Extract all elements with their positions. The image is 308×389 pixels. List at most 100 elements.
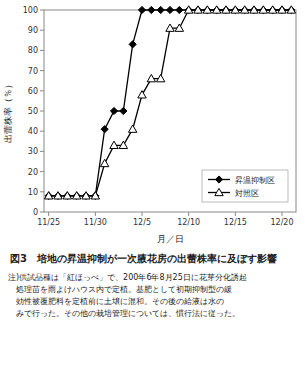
data-point	[156, 74, 164, 81]
x-tick-label: 12/5	[133, 218, 151, 227]
data-point	[250, 6, 257, 13]
data-point	[269, 6, 276, 13]
x-tick-label: 12/20	[270, 218, 293, 227]
data-point	[213, 6, 220, 13]
data-point	[63, 192, 71, 199]
x-tick	[142, 212, 143, 216]
legend-label: 昇温抑制区	[235, 176, 275, 185]
y-tick-label: 10	[28, 188, 38, 197]
data-point	[212, 6, 220, 13]
data-point	[64, 192, 71, 199]
data-point	[110, 141, 118, 148]
data-point	[240, 6, 248, 13]
data-point	[232, 6, 239, 13]
data-point	[268, 6, 276, 13]
data-point	[176, 6, 183, 13]
data-point	[73, 192, 80, 199]
legend-marker	[215, 188, 223, 195]
x-tick	[188, 212, 189, 216]
data-point	[129, 41, 136, 48]
x-tick	[95, 212, 96, 216]
data-point	[184, 6, 192, 13]
data-point	[101, 126, 108, 133]
y-tick	[40, 70, 44, 71]
data-point	[204, 6, 211, 13]
y-tick	[40, 171, 44, 172]
data-point	[91, 192, 99, 199]
data-point	[54, 192, 61, 199]
y-tick	[40, 111, 44, 112]
x-tick	[235, 212, 236, 216]
y-tick	[40, 212, 44, 213]
note: みで行った。その他の栽培管理については、慣行法に従った。	[8, 308, 308, 320]
y-tick-label: 50	[28, 107, 38, 116]
y-tick-label: 0	[33, 208, 38, 217]
x-tick-label: 12/10	[177, 218, 200, 227]
data-point	[128, 125, 136, 132]
series-line	[49, 10, 292, 196]
data-point	[119, 141, 127, 148]
note: 注)供試品種は「紅ほっぺ」で、200年6年8月25日に花芽分化誘起	[8, 272, 308, 284]
page: 010203040506070809010011/2511/3012/512/1…	[0, 0, 308, 320]
y-tick-label: 100	[23, 6, 38, 15]
data-point	[185, 6, 192, 13]
data-point	[138, 6, 145, 13]
data-point	[110, 107, 117, 114]
legend-box	[202, 170, 288, 202]
data-point	[259, 6, 267, 13]
data-point	[100, 159, 108, 166]
data-point	[72, 192, 80, 199]
x-axis-label: 月／日	[157, 234, 184, 244]
data-point	[148, 6, 155, 13]
data-point	[288, 6, 295, 13]
x-tick-label: 12/15	[224, 218, 247, 227]
data-point	[175, 24, 183, 31]
legend: 昇温抑制区対照区	[202, 170, 288, 202]
y-tick	[40, 30, 44, 31]
y-tick	[40, 131, 44, 132]
y-tick-label: 90	[28, 26, 38, 35]
data-point	[44, 192, 52, 199]
legend-marker	[215, 176, 222, 183]
x-tick-label: 11/30	[84, 218, 107, 227]
series-line	[49, 10, 292, 196]
data-point	[194, 6, 201, 13]
y-tick-label: 70	[28, 67, 38, 76]
data-point	[138, 91, 146, 98]
y-tick-label: 40	[28, 127, 38, 136]
data-point	[287, 6, 295, 13]
data-point	[250, 6, 258, 13]
y-tick-label: 60	[28, 87, 38, 96]
y-tick	[40, 10, 44, 11]
data-point	[157, 6, 164, 13]
y-tick	[40, 50, 44, 51]
y-axis-label: 出蕾株率（％）	[3, 80, 13, 143]
data-point	[278, 6, 286, 13]
data-point	[120, 107, 127, 114]
y-tick	[40, 90, 44, 91]
x-tick	[48, 212, 49, 216]
y-tick	[40, 191, 44, 192]
data-point	[222, 6, 230, 13]
data-point	[194, 6, 202, 13]
chart: 010203040506070809010011/2511/3012/512/1…	[0, 0, 308, 250]
data-point	[82, 192, 90, 199]
y-tick	[40, 151, 44, 152]
data-point	[166, 24, 174, 31]
y-tick-label: 30	[28, 147, 38, 156]
y-tick-label: 80	[28, 46, 38, 55]
note: 処理苗を雨よけハウス内で定植。基肥として初期抑制型の緩	[8, 284, 308, 296]
title: 図3 培地の昇温抑制が一次腋花房の出蕾株率に及ぼす影響	[10, 252, 300, 266]
data-point	[278, 6, 285, 13]
data-point	[45, 192, 52, 199]
data-point	[92, 192, 99, 199]
data-point	[260, 6, 267, 13]
y-tick-label: 20	[28, 168, 38, 177]
data-point	[231, 6, 239, 13]
data-point	[222, 6, 229, 13]
data-point	[147, 74, 155, 81]
data-point	[82, 192, 89, 199]
data-point	[203, 6, 211, 13]
plot-frame	[44, 10, 296, 212]
data-point	[54, 192, 62, 199]
